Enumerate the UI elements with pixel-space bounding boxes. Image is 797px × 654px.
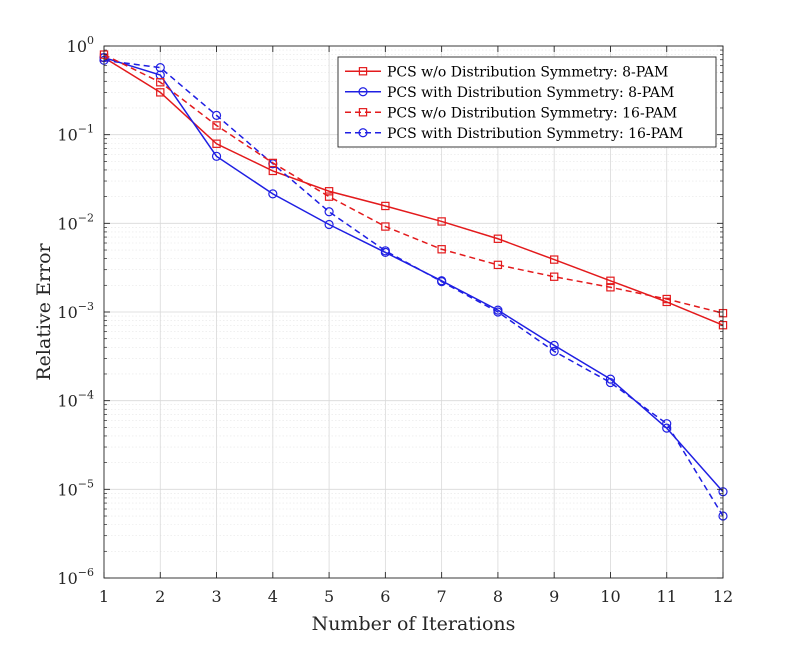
data-point-marker [549, 346, 559, 356]
data-point-marker [381, 201, 390, 211]
legend-item: PCS with Distribution Symmetry: 16-PAM [345, 126, 683, 142]
x-tick-label: 9 [549, 587, 559, 606]
data-point-marker [381, 222, 390, 231]
legend-label: PCS with Distribution Symmetry: 8-PAM [387, 85, 674, 101]
data-point-marker [156, 88, 165, 97]
x-tick-label: 8 [493, 587, 503, 606]
series-line [103, 56, 724, 326]
data-point-marker [437, 277, 447, 287]
data-point-marker [155, 63, 165, 73]
data-point-marker [437, 245, 446, 254]
data-point-marker [324, 192, 334, 201]
data-point-marker [156, 78, 165, 87]
y-tick-label: 10−4 [57, 389, 94, 411]
legend-marker [358, 87, 368, 97]
data-point-marker [211, 110, 222, 120]
y-tick-label: 10−5 [57, 477, 94, 499]
data-point-marker [662, 294, 671, 304]
data-point-marker [606, 276, 615, 285]
axes-layer [103, 45, 724, 579]
x-tick-label: 2 [155, 587, 165, 606]
data-point-marker [606, 283, 615, 292]
legend-marker [358, 128, 368, 138]
data-point-marker [211, 151, 222, 161]
data-point-marker [324, 207, 334, 217]
x-tick-label: 5 [324, 587, 334, 606]
legend-marker [358, 108, 368, 117]
y-tick-label: 100 [67, 34, 94, 56]
data-point-marker [212, 121, 221, 130]
data-point-marker [324, 219, 334, 230]
data-point-marker [549, 255, 559, 264]
tick-labels: 1 2 3 4 5 6 7 8 9 10 11 1210−610−510−410−310−210−11… [57, 34, 733, 606]
legend-marker [358, 67, 368, 76]
x-tick-label: 1 [99, 587, 109, 606]
x-tick-label: 11 [657, 587, 677, 606]
y-tick-label: 10−1 [57, 123, 94, 145]
x-tick-label: 6 [380, 587, 390, 606]
legend-item: PCS w/o Distribution Symmetry: 8-PAM [345, 64, 668, 80]
x-tick-label: 7 [437, 587, 447, 606]
data-point-marker [493, 260, 503, 270]
legend-item: PCS with Distribution Symmetry: 8-PAM [345, 85, 674, 101]
legend-item: PCS w/o Distribution Symmetry: 16-PAM [345, 105, 677, 121]
y-tick-label: 10−3 [57, 300, 94, 322]
x-axis-label: Number of Iterations [312, 613, 516, 635]
series-line [103, 56, 724, 493]
x-tick-label: 3 [211, 587, 221, 606]
y-axis-label: Relative Error [33, 242, 55, 380]
data-point-marker [549, 272, 559, 281]
y-tick-label: 10−6 [57, 566, 94, 588]
y-tick-label: 10−2 [57, 211, 94, 233]
legend-label: PCS w/o Distribution Symmetry: 16-PAM [387, 105, 677, 121]
data-point-marker [493, 307, 503, 317]
data-point-marker [605, 374, 616, 384]
data-point-marker [380, 246, 390, 256]
data-point-marker [268, 189, 278, 199]
series-layer [99, 50, 728, 521]
data-point-marker [437, 217, 446, 226]
series-line [103, 53, 724, 314]
x-tick-label: 4 [268, 587, 278, 606]
legend-box [337, 56, 717, 148]
data-point-marker [324, 187, 334, 196]
data-point-marker [662, 419, 672, 429]
data-point-marker [212, 139, 221, 148]
data-point-marker [268, 158, 278, 168]
data-point-marker [549, 340, 559, 351]
legend-label: PCS with Distribution Symmetry: 16-PAM [387, 126, 683, 142]
legend: PCS w/o Distribution Symmetry: 8-PAM PCS … [337, 56, 717, 148]
series-4 [99, 50, 728, 318]
data-point-marker [662, 423, 672, 433]
data-point-marker [493, 234, 503, 243]
legend-label: PCS w/o Distribution Symmetry: 8-PAM [387, 64, 668, 80]
x-tick-label: 10 [600, 587, 620, 606]
data-point-marker [605, 377, 616, 388]
x-tick-label: 12 [713, 587, 733, 606]
